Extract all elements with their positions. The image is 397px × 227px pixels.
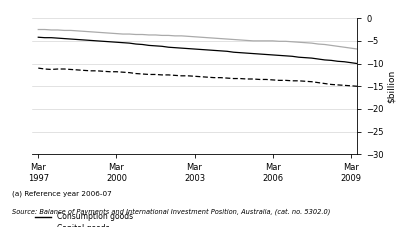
Text: Source: Balance of Payments and International Investment Position, Australia, (c: Source: Balance of Payments and Internat… xyxy=(12,208,330,215)
Y-axis label: $billion: $billion xyxy=(387,70,396,103)
Text: (a) Reference year 2006-07: (a) Reference year 2006-07 xyxy=(12,190,112,197)
Legend: Consumption goods, Capital goods, Intermediate and other goods: Consumption goods, Capital goods, Interm… xyxy=(32,209,175,227)
